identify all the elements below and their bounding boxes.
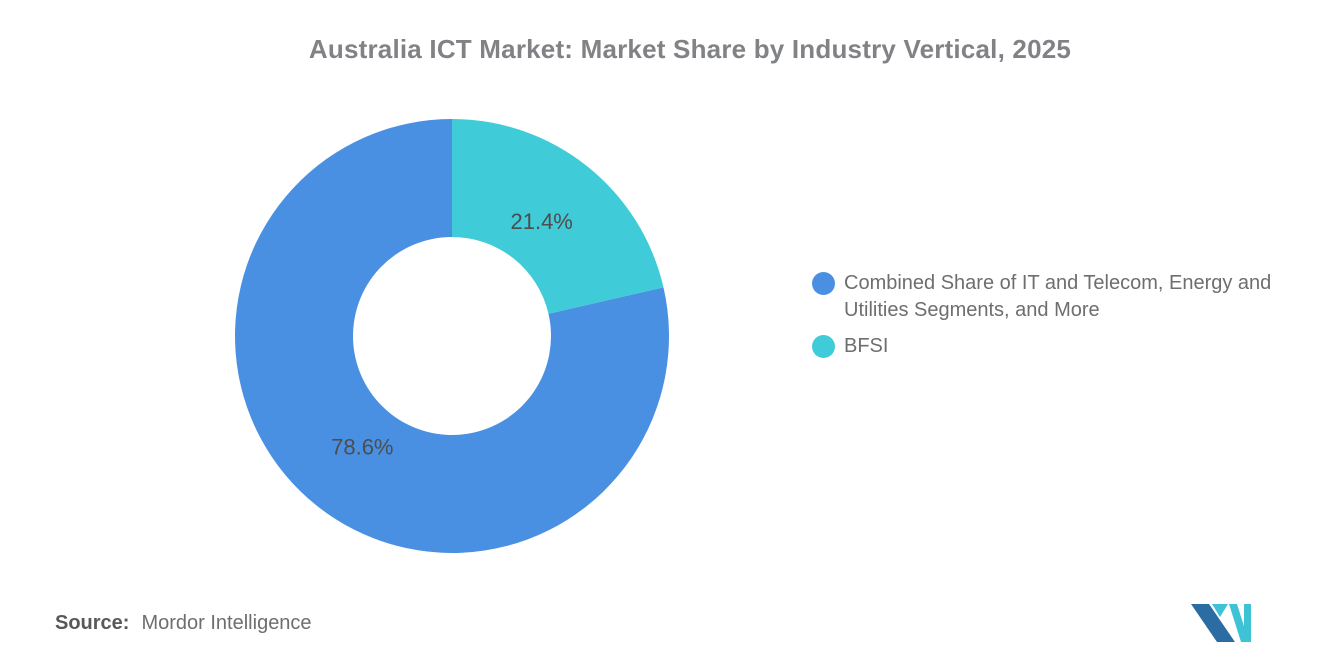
mordor-intelligence-logo <box>1191 604 1251 642</box>
legend-label-combined: Combined Share of IT and Telecom, Energy… <box>844 272 1272 321</box>
logo-i-bar <box>1244 604 1251 642</box>
source-value: Mordor Intelligence <box>141 612 312 634</box>
chart-title: Australia ICT Market: Market Share by In… <box>308 34 1072 64</box>
source-line: Source: Mordor Intelligence <box>55 612 312 635</box>
chart-legend: Combined Share of IT and Telecom, Energy… <box>812 270 1302 369</box>
legend-marker-bfsi-icon <box>812 335 835 358</box>
legend-item-bfsi: BFSI <box>812 333 1302 360</box>
legend-item-combined: Combined Share of IT and Telecom, Energy… <box>812 270 1302 324</box>
donut-slice-combined <box>234 119 669 553</box>
source-label: Source: <box>55 612 130 634</box>
logo-m-center-triangle <box>1212 604 1228 617</box>
logo-m-left-stroke <box>1191 604 1235 642</box>
donut-chart: 78.6% 21.4% <box>222 106 682 566</box>
slice-label-combined: 78.6% <box>331 434 393 459</box>
legend-marker-combined-icon <box>812 272 835 295</box>
legend-label-bfsi: BFSI <box>844 335 889 357</box>
slice-label-bfsi: 21.4% <box>510 209 572 234</box>
donut-slice-bfsi <box>452 119 664 314</box>
donut-chart-svg: 78.6% 21.4% <box>234 119 669 553</box>
